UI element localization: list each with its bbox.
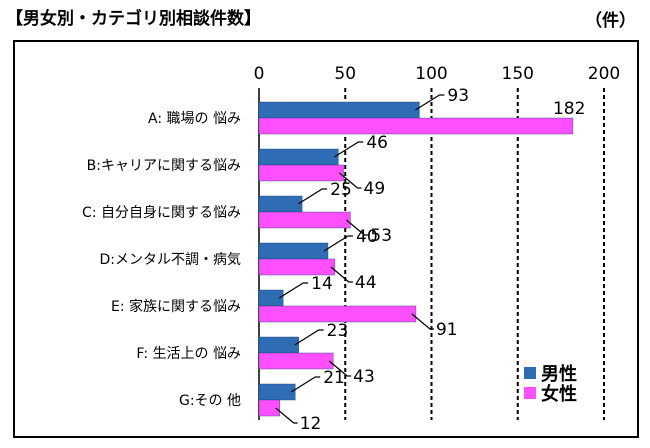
leader-line-male bbox=[290, 376, 321, 393]
leader-line-male bbox=[297, 188, 328, 205]
data-label-male: 14 bbox=[311, 274, 333, 294]
bar-male bbox=[258, 195, 303, 213]
legend-swatch-male bbox=[524, 367, 536, 379]
data-label-female: 12 bbox=[300, 414, 322, 434]
x-tick-label-200: 200 bbox=[588, 64, 620, 84]
bar-female bbox=[258, 164, 344, 182]
leader-line-male bbox=[334, 141, 364, 158]
leader-line-male bbox=[294, 329, 324, 346]
data-label-female: 91 bbox=[436, 320, 458, 340]
bar-male bbox=[258, 101, 420, 119]
x-tick-label-100: 100 bbox=[415, 64, 447, 84]
data-label-male: 25 bbox=[330, 180, 352, 200]
legend-item-male: 男性 bbox=[524, 360, 577, 386]
bar-female bbox=[258, 399, 280, 417]
bar-female bbox=[258, 258, 336, 276]
bar-male bbox=[258, 383, 296, 401]
data-label-male: 23 bbox=[327, 321, 349, 341]
bar-male bbox=[258, 336, 299, 354]
leader-line-female bbox=[275, 407, 298, 424]
data-label-male: 21 bbox=[323, 368, 345, 388]
category-label: B:キャリアに関する悩み bbox=[87, 158, 241, 174]
data-label-female: 53 bbox=[370, 226, 392, 246]
x-tick-label-0: 0 bbox=[254, 64, 265, 84]
data-label-female: 182 bbox=[553, 99, 585, 119]
bar-female bbox=[258, 117, 574, 135]
data-label-female: 43 bbox=[353, 367, 375, 387]
legend-item-female: 女性 bbox=[524, 380, 577, 406]
category-label: A: 職場の 悩み bbox=[148, 111, 241, 127]
bar-female bbox=[258, 211, 351, 229]
leader-line-male bbox=[415, 94, 445, 111]
category-label: C: 自分自身に関する悩み bbox=[82, 205, 241, 221]
data-label-male: 40 bbox=[356, 227, 378, 247]
category-label: G:その 他 bbox=[179, 393, 241, 409]
category-label: D:メンタル不調・病気 bbox=[100, 252, 242, 268]
legend-swatch-female bbox=[524, 387, 536, 399]
bar-male bbox=[258, 242, 329, 260]
x-tick-label-150: 150 bbox=[502, 64, 534, 84]
data-label-female: 44 bbox=[355, 273, 377, 293]
leader-line-male bbox=[323, 235, 353, 252]
unit-label: （件） bbox=[585, 11, 636, 31]
leader-line-female bbox=[339, 172, 362, 189]
bar-male bbox=[258, 148, 339, 166]
data-label-female: 49 bbox=[364, 179, 386, 199]
category-label: E: 家族に関する悩み bbox=[111, 298, 241, 315]
data-label-male: 93 bbox=[447, 86, 469, 106]
bar-female bbox=[258, 305, 417, 323]
chart-frame bbox=[13, 40, 639, 438]
leader-line-female bbox=[328, 360, 352, 377]
legend-label-female: 女性 bbox=[541, 384, 577, 405]
data-label-male: 46 bbox=[366, 133, 388, 153]
leader-line-female bbox=[411, 313, 434, 330]
leader-line-male bbox=[278, 282, 309, 299]
leader-line-female bbox=[330, 266, 353, 283]
category-label: F: 生活上の 悩み bbox=[136, 346, 241, 362]
leader-line-female bbox=[346, 219, 369, 236]
chart-title: 【男女別・カテゴリ別相談件数】 bbox=[6, 9, 261, 29]
x-tick-label-50: 50 bbox=[334, 64, 356, 84]
legend-label-male: 男性 bbox=[541, 364, 577, 385]
bar-female bbox=[258, 352, 334, 370]
